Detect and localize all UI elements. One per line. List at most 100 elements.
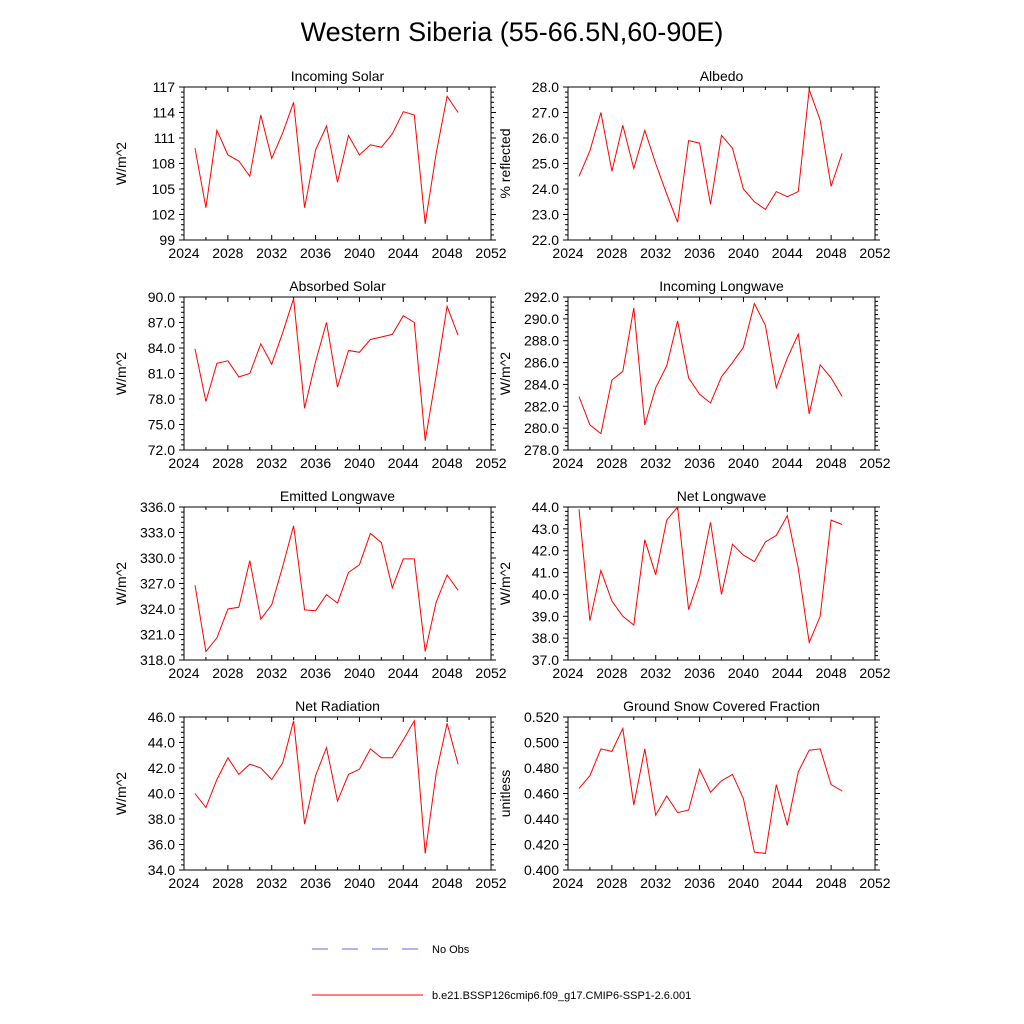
x-tick-label: 2040: [728, 875, 759, 891]
y-tick-label: 84.0: [148, 340, 175, 356]
chart-panel: Albedo 2024 2028 2032 2036 2040 2044 2048 2052 22…: [497, 68, 891, 261]
y-tick-label: 330.0: [140, 550, 175, 566]
x-tick-label: 2044: [388, 665, 419, 681]
x-tick-label: 2028: [596, 245, 627, 261]
x-tick-label: 2028: [212, 455, 243, 471]
x-tick-label: 2052: [859, 455, 890, 471]
x-tick-label: 2032: [256, 455, 287, 471]
x-tick-label: 2024: [168, 245, 199, 261]
legend-label: No Obs: [432, 944, 470, 956]
panel-title: Incoming Longwave: [659, 278, 784, 294]
x-tick-label: 2044: [772, 455, 803, 471]
y-tick-label: 324.0: [140, 601, 175, 617]
y-axis-label: W/m^2: [497, 352, 513, 395]
x-tick-label: 2024: [552, 665, 583, 681]
x-tick-label: 2028: [596, 665, 627, 681]
y-tick-label: 99: [159, 232, 175, 248]
y-tick-label: 0.420: [524, 837, 559, 853]
series-line: [578, 505, 843, 645]
legend-item: b.e21.BSSP126cmip6.f09_g17.CMIP6-SSP1-2.…: [312, 990, 691, 1002]
panel-title: Ground Snow Covered Fraction: [623, 698, 820, 714]
x-tick-label: 2044: [772, 665, 803, 681]
y-tick-label: 0.500: [524, 735, 559, 751]
series-line: [194, 719, 459, 854]
y-axis-label: W/m^2: [113, 772, 129, 815]
x-tick-label: 2036: [684, 875, 715, 891]
x-tick-label: 2048: [432, 665, 463, 681]
y-tick-label: 78.0: [148, 391, 175, 407]
y-tick-label: 42.0: [532, 543, 559, 559]
chart-panel: Net Longwave 2024 2028 2032 2036 2040 2044 2048…: [497, 488, 891, 681]
plot-frame: [183, 506, 492, 661]
y-tick-label: 114: [153, 105, 176, 121]
x-tick-label: 2036: [300, 875, 331, 891]
x-tick-label: 2052: [475, 875, 506, 891]
plot-frame: [567, 506, 876, 661]
y-axis-label: unitless: [497, 770, 513, 817]
x-tick-label: 2028: [212, 875, 243, 891]
y-tick-label: 290.0: [524, 311, 559, 327]
x-tick-label: 2028: [212, 665, 243, 681]
series-line: [194, 525, 459, 653]
y-tick-label: 38.0: [148, 811, 175, 827]
panel-title: Emitted Longwave: [280, 488, 395, 504]
y-tick-label: 22.0: [532, 232, 559, 248]
y-tick-label: 284.0: [524, 376, 559, 392]
y-tick-label: 41.0: [532, 565, 559, 581]
plot-frame: [567, 716, 876, 871]
y-tick-label: 72.0: [148, 442, 175, 458]
y-tick-label: 288.0: [524, 333, 559, 349]
y-tick-label: 102: [152, 207, 176, 223]
y-tick-label: 44.0: [532, 499, 559, 515]
x-tick-label: 2024: [168, 455, 199, 471]
x-tick-label: 2044: [388, 245, 419, 261]
y-tick-label: 0.440: [524, 811, 559, 827]
y-tick-label: 280.0: [524, 420, 559, 436]
y-tick-label: 292.0: [524, 289, 559, 305]
x-tick-label: 2040: [728, 455, 759, 471]
y-tick-label: 36.0: [148, 837, 175, 853]
y-axis-label: % reflected: [497, 128, 513, 198]
x-tick-label: 2036: [684, 245, 715, 261]
y-tick-label: 75.0: [148, 417, 175, 433]
x-tick-label: 2040: [728, 245, 759, 261]
y-tick-label: 43.0: [532, 521, 559, 537]
y-tick-label: 282.0: [524, 398, 559, 414]
x-tick-label: 2052: [475, 665, 506, 681]
y-tick-label: 336.0: [140, 499, 175, 515]
y-tick-label: 117: [153, 79, 176, 95]
series-line: [194, 298, 459, 441]
y-tick-label: 0.460: [524, 786, 559, 802]
x-tick-label: 2028: [212, 245, 243, 261]
y-tick-label: 105: [152, 181, 176, 197]
chart-panel: Net Radiation 2024 2028 2032 2036 2040 2044 204…: [113, 698, 507, 891]
x-tick-label: 2048: [816, 455, 847, 471]
y-tick-label: 28.0: [532, 79, 559, 95]
x-tick-label: 2052: [475, 455, 506, 471]
x-tick-label: 2024: [168, 875, 199, 891]
plot-frame: [567, 296, 876, 451]
panel-title: Net Longwave: [677, 488, 767, 504]
figure-title: Western Siberia (55-66.5N,60-90E): [301, 17, 724, 47]
series-line: [578, 726, 843, 854]
y-tick-label: 44.0: [148, 735, 175, 751]
chart-panel: Emitted Longwave 2024 2028 2032 2036 2040 2044…: [113, 488, 507, 681]
y-tick-label: 286.0: [524, 355, 559, 371]
y-tick-label: 37.0: [532, 652, 559, 668]
x-tick-label: 2024: [552, 455, 583, 471]
x-tick-label: 2040: [344, 455, 375, 471]
x-tick-label: 2032: [640, 665, 671, 681]
x-tick-label: 2040: [344, 875, 375, 891]
x-tick-label: 2032: [640, 455, 671, 471]
y-tick-label: 333.0: [140, 525, 175, 541]
y-tick-label: 327.0: [140, 576, 175, 592]
chart-panel: Incoming Longwave 2024 2028 2032 2036 2040 204…: [497, 278, 891, 471]
y-tick-label: 39.0: [532, 608, 559, 624]
x-tick-label: 2036: [300, 455, 331, 471]
x-tick-label: 2044: [388, 455, 419, 471]
y-tick-label: 90.0: [148, 289, 175, 305]
y-tick-label: 81.0: [148, 366, 175, 382]
y-tick-label: 321.0: [140, 627, 175, 643]
x-tick-label: 2052: [859, 875, 890, 891]
